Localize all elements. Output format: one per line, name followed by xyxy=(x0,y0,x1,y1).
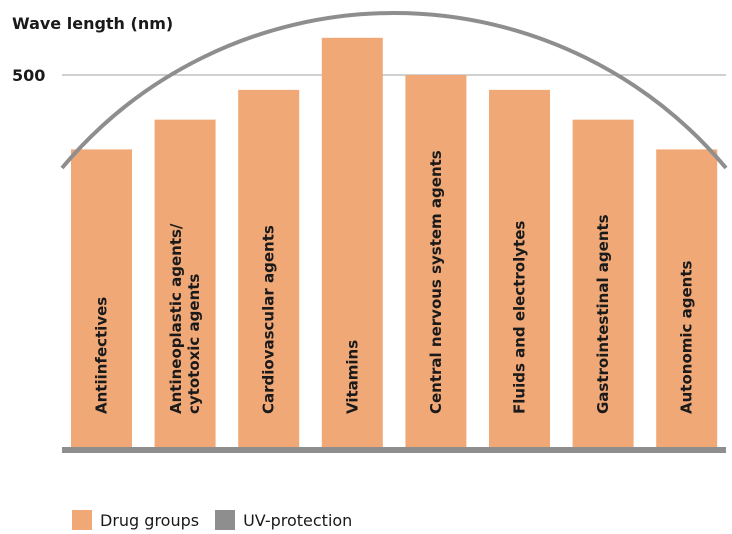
uv-protection-arc xyxy=(60,11,728,170)
category-label-7: Autonomic agents xyxy=(678,260,696,414)
bar-0 xyxy=(71,149,132,447)
legend-item-uv-protection: UV-protection xyxy=(215,510,352,530)
bar-4 xyxy=(405,75,467,447)
category-label-0: Antiinfectives xyxy=(93,297,111,414)
legend-swatch-uv-protection xyxy=(215,510,236,530)
bar-3 xyxy=(321,37,383,448)
y-axis-label: Wave length (nm) xyxy=(12,14,173,33)
category-label-1: Antineoplastic agents/cytotoxic agents xyxy=(167,223,203,414)
legend-swatch-drug-groups xyxy=(72,510,92,530)
bar-2 xyxy=(238,89,300,447)
chart: Wave length (nm) 500 Antiinfectives Antin… xyxy=(12,11,728,453)
category-label-4: Central nervous system agents xyxy=(427,150,445,414)
category-label-5: Fluids and electrolytes xyxy=(511,221,529,414)
legend-item-drug-groups: Drug groups xyxy=(72,510,199,530)
bar-5 xyxy=(489,89,550,447)
bar-1 xyxy=(154,119,216,447)
legend: Drug groups UV-protection xyxy=(72,510,368,530)
legend-label-uv-protection: UV-protection xyxy=(243,510,353,530)
y-tick-label-500: 500 xyxy=(12,66,45,85)
category-label-2: Cardiovascular agents xyxy=(260,225,278,414)
legend-label-drug-groups: Drug groups xyxy=(100,510,200,530)
bar-7 xyxy=(656,149,718,447)
bar-6 xyxy=(572,119,634,447)
category-label-6: Gastrointestinal agents xyxy=(594,214,612,414)
category-label-3: Vitamins xyxy=(343,340,361,414)
